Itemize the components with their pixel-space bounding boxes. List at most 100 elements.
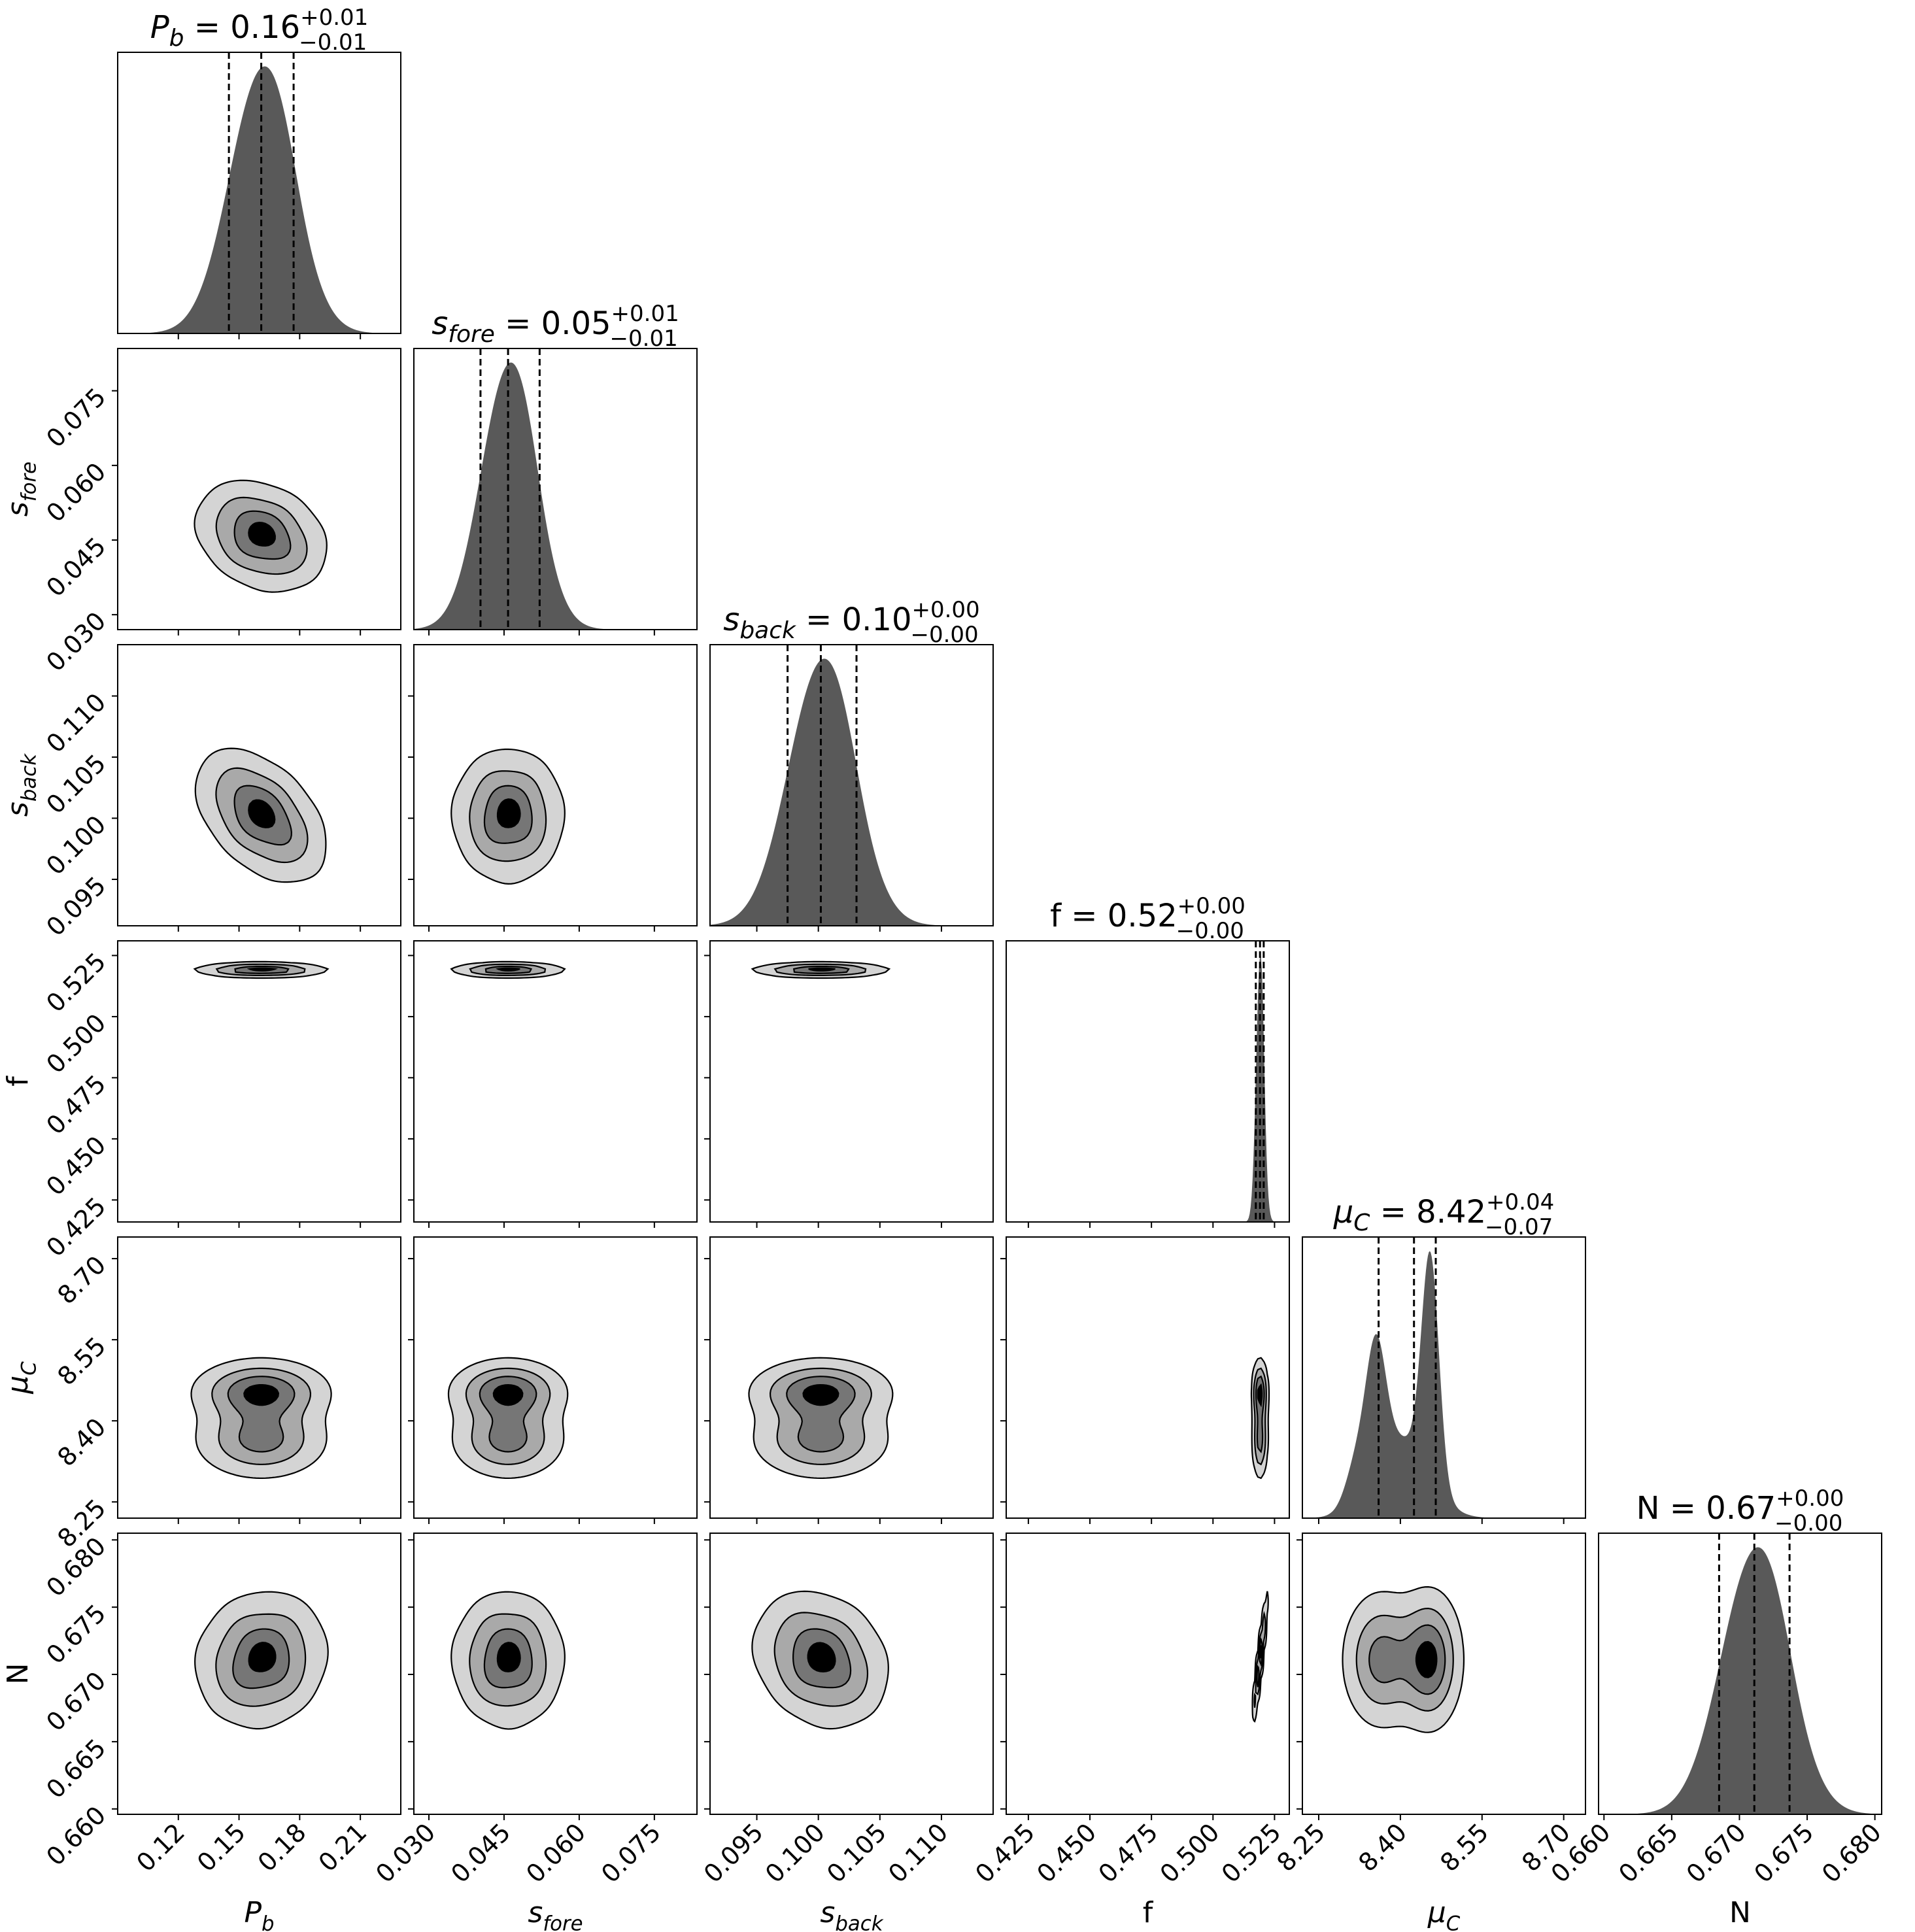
y-axis-label-sback: sback bbox=[1, 753, 41, 817]
x-tick-label-f-3: 0.500 bbox=[1155, 1818, 1225, 1888]
panel-frame bbox=[1006, 1236, 1290, 1519]
y-axis-label-muC: μC bbox=[1, 1361, 41, 1395]
panel-frame bbox=[117, 1533, 401, 1815]
x-tick-label-N-4: 0.680 bbox=[1816, 1818, 1887, 1888]
title-minus-f: −0.00 bbox=[1176, 918, 1244, 944]
contour-sback-muC-level-3 bbox=[802, 1383, 839, 1406]
hist-panel-muC: μC = 8.42+0.04−0.07 bbox=[1302, 1189, 1586, 1524]
y-tick-label-N-1: 0.665 bbox=[41, 1733, 111, 1804]
title-sfore: sfore = 0.05+0.01 bbox=[432, 301, 679, 348]
title-N: N = 0.67+0.00 bbox=[1636, 1485, 1844, 1527]
panel-frame bbox=[1302, 1236, 1586, 1519]
contour-f-muC-level-3 bbox=[1257, 1383, 1263, 1408]
panel-frame bbox=[1006, 940, 1290, 1223]
y-tick-label-sfore-0: 0.030 bbox=[41, 606, 111, 677]
x-tick-label-sback-3: 0.110 bbox=[883, 1818, 953, 1888]
contour-sback-f-level-3 bbox=[808, 967, 836, 972]
contour-sfore-N-level-3 bbox=[496, 1642, 521, 1672]
contour-sfore-f-level-3 bbox=[495, 967, 520, 972]
panel-frame bbox=[709, 644, 994, 926]
contour-sback-N-level-3 bbox=[807, 1642, 836, 1673]
contour-Pb-f-level-3 bbox=[246, 967, 279, 972]
panel-frame bbox=[117, 644, 401, 926]
y-tick-label-N-0: 0.660 bbox=[41, 1801, 111, 1871]
panel-frame bbox=[709, 1236, 994, 1519]
contour-panel-sfore-N: 0.030 0.045 0.060 0.075 bbox=[370, 1533, 698, 1888]
panel-frame bbox=[413, 940, 698, 1223]
x-tick-label-sfore-3: 0.075 bbox=[596, 1818, 666, 1888]
title-sback: sback = 0.10+0.00 bbox=[723, 597, 979, 644]
contour-panel-sback-f bbox=[704, 940, 994, 1228]
y-tick-label-N-2: 0.670 bbox=[41, 1666, 111, 1737]
panel-frame bbox=[709, 940, 994, 1223]
contour-panel-f-muC bbox=[1000, 1236, 1290, 1524]
panel-frame bbox=[1598, 1533, 1882, 1815]
y-tick-label-sfore-2: 0.060 bbox=[41, 457, 111, 528]
x-tick-label-muC-2: 8.55 bbox=[1434, 1818, 1494, 1877]
y-axis-label-sfore: sfore bbox=[1, 462, 41, 517]
panel-frame bbox=[413, 1236, 698, 1519]
y-tick-label-sback-1: 0.100 bbox=[41, 810, 111, 881]
panel-frame bbox=[117, 52, 401, 334]
contour-panel-sfore-sback bbox=[408, 644, 698, 932]
x-tick-label-N-2: 0.670 bbox=[1681, 1818, 1752, 1888]
panel-frame bbox=[1302, 1533, 1586, 1815]
y-axis-label-f: f bbox=[1, 1076, 35, 1087]
x-tick-label-Pb-1: 0.15 bbox=[192, 1818, 251, 1877]
x-tick-label-f-2: 0.475 bbox=[1093, 1818, 1163, 1888]
x-tick-label-sfore-2: 0.060 bbox=[520, 1818, 591, 1888]
x-tick-label-sfore-1: 0.045 bbox=[445, 1818, 516, 1888]
hist-panel-sback: sback = 0.10+0.00−0.00 bbox=[709, 597, 994, 932]
panel-frame bbox=[413, 348, 698, 630]
contour-sfore-sback-level-3 bbox=[496, 798, 521, 828]
contour-muC-N-level-3 bbox=[1415, 1640, 1438, 1678]
histogram-sback bbox=[710, 658, 993, 926]
hist-panel-N: N = 0.67+0.00−0.000.6600.6650.6700.6750.… bbox=[1546, 1485, 1887, 1888]
contour-panel-Pb-N: 0.12 0.15 0.18 0.210.6600.6650.6700.6750.68… bbox=[41, 1532, 401, 1877]
x-tick-label-Pb-3: 0.21 bbox=[313, 1818, 373, 1877]
x-tick-label-Pb-0: 0.12 bbox=[131, 1818, 190, 1877]
x-axis-label-Pb: Pb bbox=[244, 1896, 274, 1932]
x-axis-label-sback: sback bbox=[820, 1896, 883, 1932]
contour-Pb-sfore-level-3 bbox=[248, 522, 276, 547]
x-tick-label-muC-1: 8.40 bbox=[1353, 1818, 1412, 1877]
contour-panel-muC-N: 8.25 8.40 8.55 8.70 bbox=[1271, 1533, 1586, 1877]
panel-frame bbox=[1006, 1533, 1290, 1815]
x-tick-label-f-0: 0.425 bbox=[970, 1818, 1040, 1888]
contour-Pb-sback-level-3 bbox=[248, 799, 276, 828]
x-tick-label-sback-1: 0.100 bbox=[760, 1818, 830, 1888]
y-tick-label-muC-1: 8.40 bbox=[52, 1412, 111, 1472]
histogram-N bbox=[1599, 1547, 1882, 1814]
y-tick-label-sfore-3: 0.075 bbox=[41, 382, 111, 453]
title-minus-sback: −0.00 bbox=[910, 622, 978, 648]
panel-frame bbox=[117, 940, 401, 1223]
y-tick-label-sfore-1: 0.045 bbox=[41, 532, 111, 602]
y-tick-label-f-4: 0.525 bbox=[41, 947, 111, 1018]
y-tick-label-sback-2: 0.105 bbox=[41, 749, 111, 819]
panel-frame bbox=[413, 1533, 698, 1815]
title-f: f = 0.52+0.00 bbox=[1050, 893, 1246, 934]
panel-frame bbox=[709, 1533, 994, 1815]
y-tick-label-f-3: 0.500 bbox=[41, 1008, 111, 1079]
x-tick-label-sfore-0: 0.030 bbox=[370, 1818, 441, 1888]
x-tick-label-sback-0: 0.095 bbox=[698, 1818, 769, 1888]
hist-panel-f: f = 0.52+0.00−0.00 bbox=[1006, 893, 1290, 1228]
panel-frame bbox=[413, 644, 698, 926]
y-tick-label-f-0: 0.425 bbox=[41, 1192, 111, 1263]
contour-panel-Pb-muC: 8.258.408.558.70 bbox=[52, 1236, 401, 1553]
histogram-sfore bbox=[414, 362, 697, 630]
panel-frame bbox=[117, 348, 401, 630]
y-tick-label-sback-0: 0.095 bbox=[41, 871, 111, 941]
y-axis-label-N: N bbox=[1, 1663, 35, 1685]
title-minus-N: −0.00 bbox=[1774, 1510, 1842, 1536]
title-minus-Pb: −0.01 bbox=[299, 29, 367, 56]
panel-frame bbox=[117, 1236, 401, 1519]
x-axis-label-muC: μC bbox=[1427, 1896, 1461, 1932]
contour-panel-sback-muC bbox=[704, 1236, 994, 1524]
title-muC: μC = 8.42+0.04 bbox=[1333, 1189, 1555, 1236]
y-tick-label-N-3: 0.675 bbox=[41, 1599, 111, 1669]
